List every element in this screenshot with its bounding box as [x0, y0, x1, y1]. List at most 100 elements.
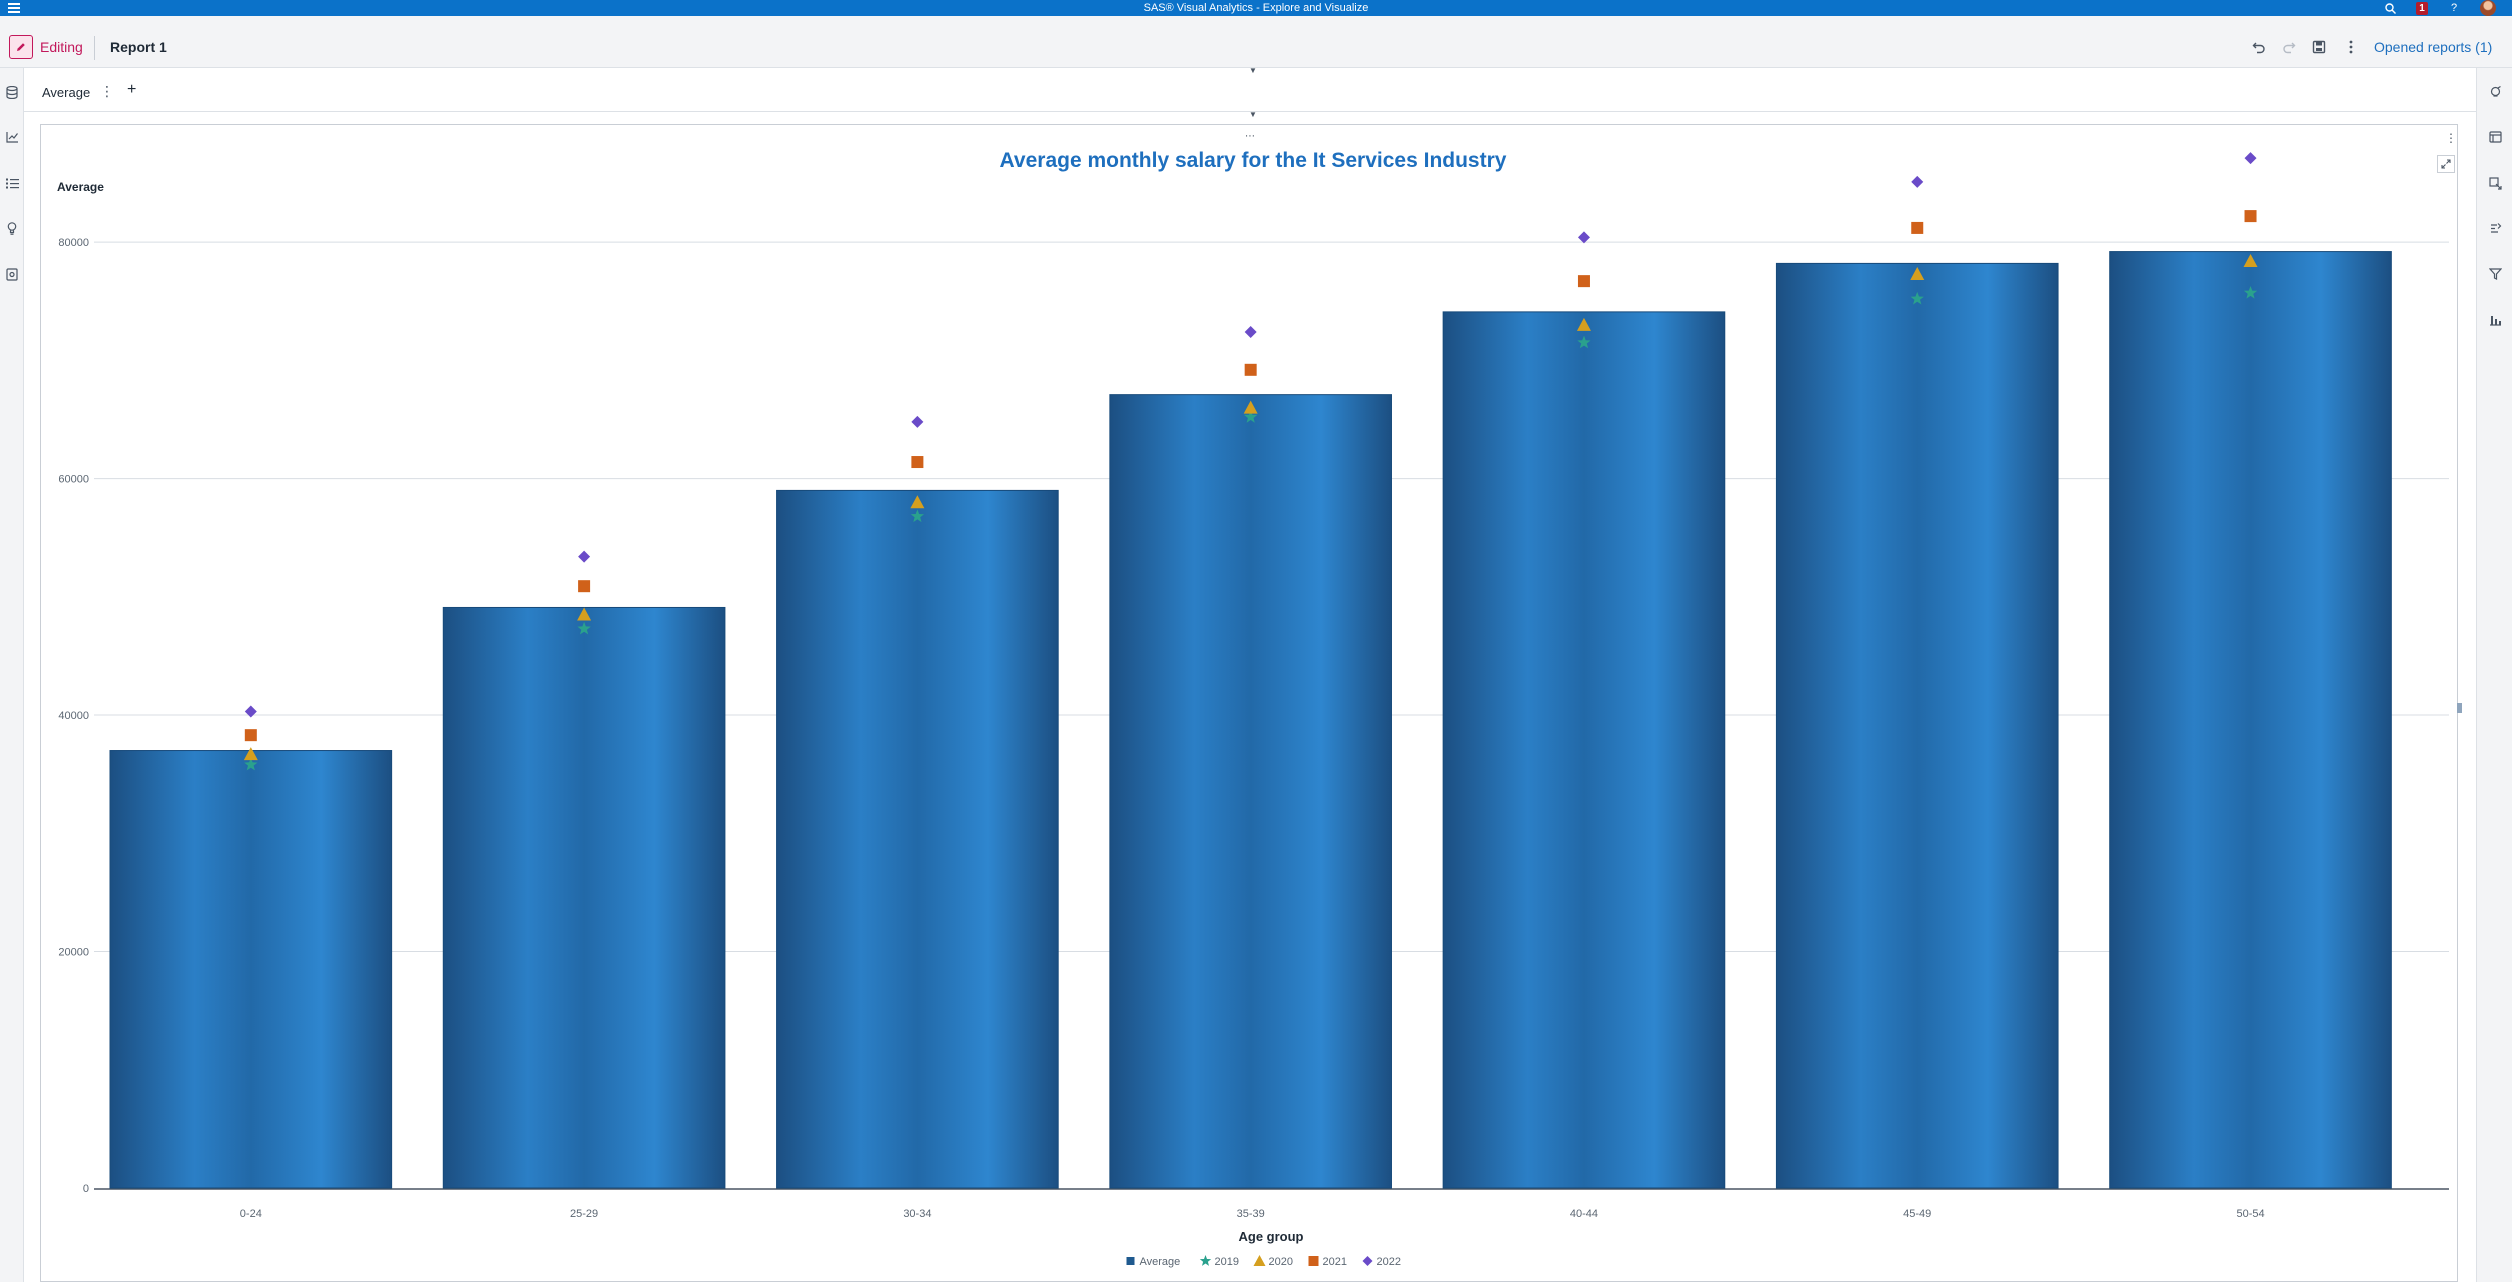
opened-reports-link[interactable]: Opened reports (1) [2374, 39, 2493, 55]
drag-handle-icon[interactable]: ⋯ [1245, 131, 1255, 142]
notification-count-badge: 1 [2416, 1, 2428, 15]
bar-35-39 [1109, 394, 1392, 1189]
point-2021-35-39 [1244, 363, 1257, 376]
point-2020-40-44 [1576, 317, 1591, 331]
help-icon[interactable]: ? [2450, 2, 2458, 14]
point-2019-30-34 [910, 509, 924, 523]
expand-caret-icon[interactable]: ▼ [1249, 110, 1257, 119]
bar-45-49 [1775, 262, 2059, 1189]
hamburger-menu-icon[interactable] [8, 2, 20, 14]
legend-marker-2022 [1362, 1256, 1373, 1266]
y-axis-label: Average [57, 180, 104, 194]
y-tick-label: 20000 [58, 947, 89, 959]
pencil-icon [17, 43, 25, 51]
point-2021-25-29 [578, 580, 591, 593]
save-icon[interactable] [2308, 36, 2330, 58]
more-options-icon[interactable] [2340, 36, 2362, 58]
app-title-bar: SAS® Visual Analytics - Explore and Visu… [0, 0, 2512, 16]
point-2020-30-34 [910, 495, 925, 509]
point-2022-25-29 [578, 550, 591, 563]
search-icon[interactable] [2382, 0, 2398, 16]
y-tick-label: 40000 [58, 710, 89, 722]
y-tick-label: 60000 [58, 474, 89, 486]
right-side-rail [2476, 68, 2512, 1282]
maximize-icon[interactable] [2437, 155, 2455, 173]
x-tick-label: 50-54 [2236, 1208, 2264, 1220]
assist-bulb-icon[interactable] [2487, 84, 2503, 100]
x-tick-label: 0-24 [240, 1208, 262, 1220]
page-controls-icon[interactable] [4, 266, 20, 282]
redo-icon[interactable] [2278, 36, 2300, 58]
point-2022-45-49 [1911, 175, 1924, 188]
editing-mode-label: Editing [40, 39, 83, 55]
bar-25-29 [442, 606, 726, 1189]
edit-mode-button[interactable] [9, 35, 33, 59]
point-2019-0-24 [244, 757, 258, 771]
user-avatar[interactable] [2479, 0, 2497, 16]
left-side-rail [0, 68, 24, 1282]
resize-handle[interactable] [2457, 703, 2462, 713]
point-2022-35-39 [1244, 325, 1257, 338]
add-page-button[interactable]: + [127, 81, 137, 98]
point-2019-50-54 [2243, 286, 2258, 299]
point-2019-25-29 [577, 621, 591, 635]
legend-marker-Average [1126, 1257, 1135, 1265]
point-2019-45-49 [1910, 291, 1924, 305]
point-2020-25-29 [577, 607, 592, 621]
legend-label: 2019 [1215, 1256, 1239, 1268]
objects-chart-icon[interactable] [4, 129, 20, 145]
page-tabs-bar: Average ⋮ + [24, 68, 2476, 112]
roles-icon[interactable] [2487, 175, 2503, 191]
point-2021-50-54 [2244, 210, 2257, 223]
chart-legend: Average 2019 2020 2021 2022 [1126, 1255, 1401, 1268]
point-2019-40-44 [1577, 335, 1591, 349]
legend-label: 2020 [1269, 1256, 1293, 1268]
suggestions-bulb-icon[interactable] [4, 220, 20, 236]
point-2020-50-54 [2243, 254, 2258, 268]
legend-marker-2020 [1253, 1255, 1266, 1266]
outline-list-icon[interactable] [4, 175, 20, 191]
object-menu-icon[interactable]: ⋮ [2445, 131, 2457, 145]
tab-average[interactable]: Average [42, 85, 91, 100]
point-2019-35-39 [1244, 410, 1258, 423]
x-tick-label: 30-34 [903, 1208, 931, 1220]
legend-label: 2022 [1377, 1256, 1401, 1268]
bar-30-34 [776, 489, 1059, 1189]
chart-title: Average monthly salary for the It Servic… [1000, 149, 1507, 172]
point-2022-40-44 [1577, 231, 1590, 244]
point-2020-0-24 [243, 747, 258, 761]
rank-icon[interactable] [2487, 312, 2503, 328]
options-panel-icon[interactable] [2487, 129, 2503, 145]
report-canvas: ⋯ ⋮ Average monthly salary for the It Se… [40, 124, 2458, 1282]
collapse-caret-icon[interactable]: ▼ [1249, 66, 1257, 75]
report-title[interactable]: Report 1 [110, 39, 167, 55]
x-tick-label: 45-49 [1903, 1208, 1931, 1220]
bar-40-44 [1442, 311, 1726, 1189]
point-2022-0-24 [244, 705, 257, 718]
notifications-button[interactable]: 1 [2414, 0, 2430, 16]
x-axis-label: Age group [1239, 1229, 1304, 1244]
point-2021-30-34 [911, 456, 924, 469]
report-toolbar: Editing Report 1 Opened reports (1) [0, 16, 2512, 68]
point-2022-30-34 [911, 415, 924, 428]
x-tick-label: 40-44 [1570, 1208, 1598, 1220]
y-tick-label: 80000 [58, 237, 89, 249]
x-tick-label: 35-39 [1237, 1208, 1265, 1220]
toolbar-divider [94, 36, 95, 60]
y-tick-label: 0 [83, 1183, 89, 1195]
bar-0-24 [109, 750, 393, 1189]
app-title: SAS® Visual Analytics - Explore and Visu… [1143, 2, 1369, 14]
point-2022-50-54 [2244, 152, 2257, 165]
point-2021-40-44 [1577, 275, 1590, 288]
actions-icon[interactable] [2487, 220, 2503, 236]
bar-chart: Average monthly salary for the It Servic… [57, 149, 2449, 1268]
point-2021-0-24 [244, 729, 257, 742]
filter-icon[interactable] [2487, 266, 2503, 282]
legend-marker-2019 [1199, 1255, 1212, 1266]
data-source-icon[interactable] [4, 84, 20, 100]
x-tick-label: 25-29 [570, 1208, 598, 1220]
point-2020-35-39 [1243, 400, 1258, 414]
tab-more-options-icon[interactable]: ⋮ [100, 83, 114, 99]
undo-icon[interactable] [2248, 36, 2270, 58]
bar-50-54 [2109, 251, 2392, 1189]
